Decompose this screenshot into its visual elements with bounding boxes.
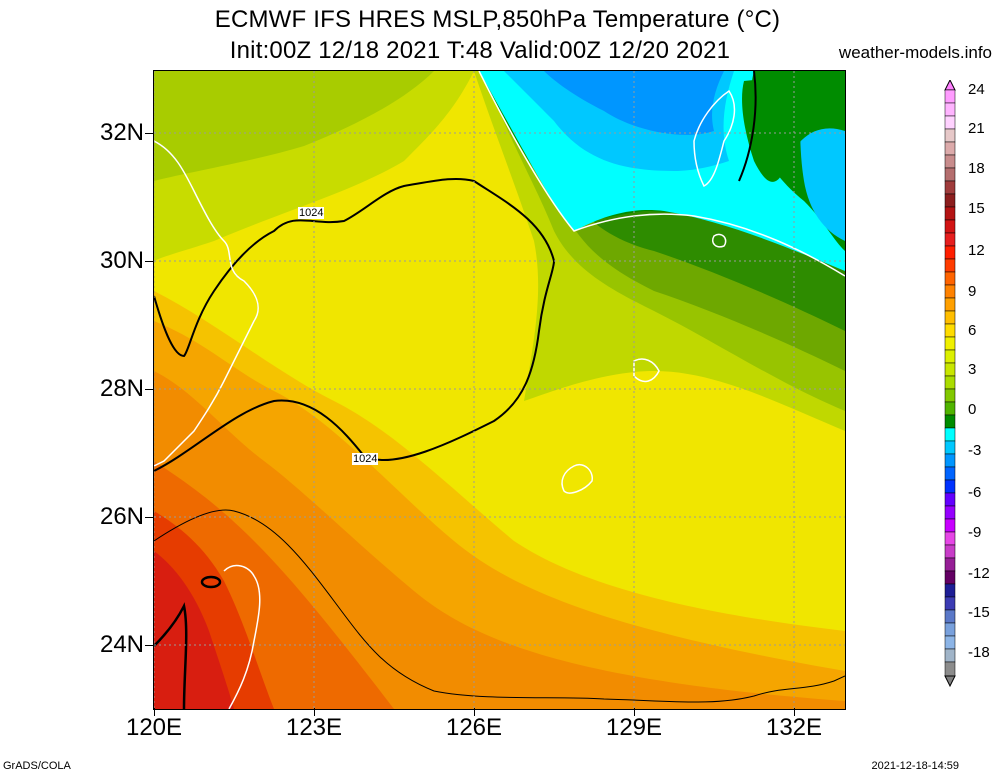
graticule (154, 71, 845, 709)
footer-timestamp: 2021-12-18-14:59 (871, 760, 959, 772)
colorbar-label: -3 (968, 442, 982, 459)
site-credit: weather-models.info (838, 43, 992, 62)
colorbar-label: -18 (968, 644, 990, 661)
taiwan-coastline (223, 564, 261, 709)
colorbar-label: 9 (968, 283, 977, 300)
temperature-field (154, 71, 845, 709)
colorbar-label: 0 (968, 401, 977, 418)
isobar-northeast (738, 71, 757, 182)
lat-tick (145, 389, 154, 390)
colorbar (944, 80, 956, 688)
lon-label: 129E (605, 714, 663, 741)
colorbar-bottom-arrow (944, 675, 956, 688)
kyushu-coastline (693, 89, 736, 188)
lat-tick (145, 645, 154, 646)
isobar-label: 1024 (352, 453, 379, 465)
colorbar-label: 3 (968, 361, 977, 378)
lat-label: 32N (99, 119, 144, 146)
okinawa-island (561, 464, 593, 494)
colorbar-swatches (944, 89, 956, 677)
colorbar-label: 12 (968, 242, 985, 259)
colorbar-label: -15 (968, 604, 990, 621)
colorbar-label: 15 (968, 200, 985, 217)
colorbar-label: 24 (968, 81, 985, 98)
lat-tick (145, 133, 154, 134)
lon-tick (474, 708, 475, 716)
chart-title: ECMWF IFS HRES MSLP,850hPa Temperature (… (214, 6, 781, 33)
lon-label: 126E (445, 714, 503, 741)
lon-tick (314, 708, 315, 716)
lat-tick (145, 261, 154, 262)
band-green-nw (154, 71, 434, 181)
colorbar-label: 18 (968, 160, 985, 177)
lat-label: 24N (99, 631, 144, 658)
isobar-closed-low (200, 575, 222, 589)
zero-isotherm (478, 71, 845, 277)
lat-label: 28N (99, 375, 144, 402)
colorbar-label: -9 (968, 524, 982, 541)
chart-subtitle: Init:00Z 12/18 2021 T:48 Valid:00Z 12/20… (229, 37, 731, 64)
lon-tick (154, 708, 155, 716)
colorbar-label: 6 (968, 322, 977, 339)
lon-tick (794, 708, 795, 716)
colorbar-label: 21 (968, 120, 985, 137)
band-red-dark (154, 551, 234, 709)
lat-label: 30N (99, 247, 144, 274)
china-coastline (154, 140, 259, 467)
small-island (712, 233, 727, 248)
colorbar-label: -12 (968, 565, 990, 582)
isobar-1024 (154, 177, 556, 472)
lon-label: 120E (125, 714, 183, 741)
lon-label: 132E (765, 714, 823, 741)
colorbar-label: -6 (968, 484, 982, 501)
footer-credit: GrADS/COLA (3, 760, 71, 772)
lat-label: 26N (99, 503, 144, 530)
isobar-1016 (154, 602, 188, 709)
lon-label: 123E (285, 714, 343, 741)
ryukyu-island (633, 358, 660, 383)
lat-tick (145, 517, 154, 518)
map-area (154, 71, 845, 709)
colorbar-top-arrow (944, 80, 956, 91)
isobar-label: 1024 (298, 207, 325, 219)
isobar-thin (154, 509, 845, 703)
lon-tick (634, 708, 635, 716)
